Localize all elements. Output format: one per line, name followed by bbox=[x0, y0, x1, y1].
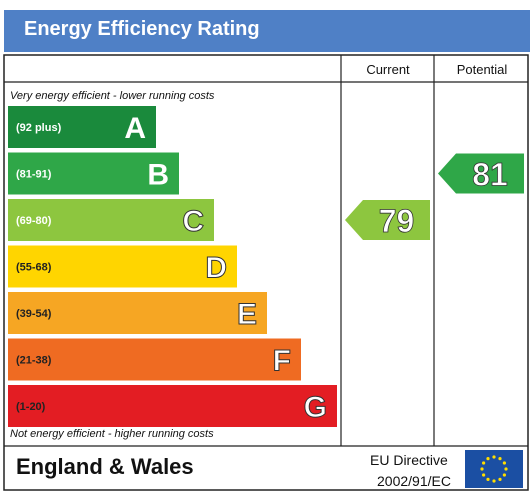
range-label-e: (39-54) bbox=[16, 308, 52, 320]
range-label-f: (21-38) bbox=[16, 355, 52, 367]
top-note: Very energy efficient - lower running co… bbox=[10, 90, 215, 102]
band-letter-c: C bbox=[182, 205, 204, 238]
bar-g bbox=[8, 385, 337, 427]
range-label-d: (55-68) bbox=[16, 262, 52, 274]
range-label-g: (1-20) bbox=[16, 401, 46, 413]
title-bar: Energy Efficiency Rating bbox=[4, 10, 530, 52]
rating-bars: (92 plus) A (81-91) B (69-80) C (55-68) D (39-54… bbox=[8, 106, 337, 427]
eu-star bbox=[482, 461, 486, 465]
bar-c bbox=[8, 199, 214, 241]
potential-column-header: Potential bbox=[456, 62, 508, 77]
eu-star bbox=[482, 473, 486, 477]
band-letter-b: B bbox=[147, 159, 169, 192]
eu-star bbox=[502, 461, 506, 465]
current-column-header: Current bbox=[366, 62, 410, 77]
current-value: 79 bbox=[379, 203, 415, 239]
eu-directive-label: EU Directive bbox=[370, 452, 448, 468]
bottom-note: Not energy efficient - higher running co… bbox=[10, 428, 214, 440]
band-letter-g: G bbox=[304, 391, 327, 424]
bar-b bbox=[8, 152, 179, 195]
eu-star bbox=[492, 455, 496, 459]
bar-a bbox=[8, 106, 156, 148]
eu-star bbox=[480, 467, 484, 471]
eu-directive-number: 2002/91/EC bbox=[377, 473, 451, 489]
eu-star bbox=[498, 477, 502, 481]
chart-title: Energy Efficiency Rating bbox=[24, 18, 260, 40]
region-label: England & Wales bbox=[16, 454, 194, 479]
eu-flag-icon bbox=[465, 450, 523, 488]
bar-e bbox=[8, 292, 267, 334]
eu-star bbox=[486, 477, 490, 481]
potential-value: 81 bbox=[472, 157, 508, 193]
current-arrow bbox=[345, 200, 430, 240]
range-label-b: (81-91) bbox=[16, 169, 52, 181]
eu-star bbox=[492, 479, 496, 483]
band-letter-a: A bbox=[124, 112, 146, 145]
table-frame bbox=[3, 54, 529, 491]
eu-star bbox=[502, 473, 506, 477]
band-letter-f: F bbox=[273, 345, 291, 378]
potential-arrow bbox=[438, 153, 524, 194]
range-label-c: (69-80) bbox=[16, 215, 52, 227]
bar-f bbox=[8, 338, 301, 381]
eu-star bbox=[504, 467, 508, 471]
range-label-a: (92 plus) bbox=[16, 122, 62, 134]
bar-d bbox=[8, 245, 237, 288]
eu-star bbox=[486, 457, 490, 461]
band-letter-e: E bbox=[237, 298, 257, 331]
band-letter-d: D bbox=[205, 252, 227, 285]
eu-star bbox=[498, 457, 502, 461]
rating-arrows: 79 81 bbox=[345, 153, 524, 240]
